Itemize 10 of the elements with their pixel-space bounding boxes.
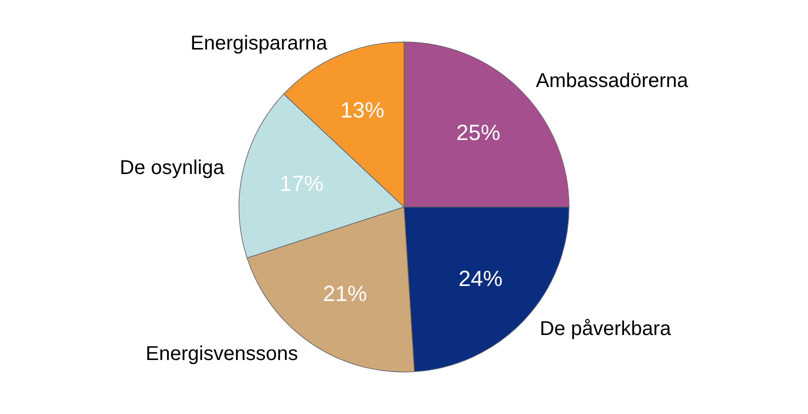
- data-label: 24%: [458, 266, 503, 291]
- data-label: 17%: [280, 171, 324, 196]
- data-label: 21%: [322, 280, 368, 306]
- slice-label: De osynliga: [120, 157, 226, 180]
- slice-label: Ambassadörerna: [536, 70, 690, 92]
- slice-label: Energispararna: [190, 32, 328, 55]
- data-label: 25%: [456, 120, 500, 145]
- data-label: 13%: [340, 98, 384, 123]
- slice-label: De påverkbara: [540, 318, 672, 340]
- slice-label: Energisvenssons: [146, 343, 298, 366]
